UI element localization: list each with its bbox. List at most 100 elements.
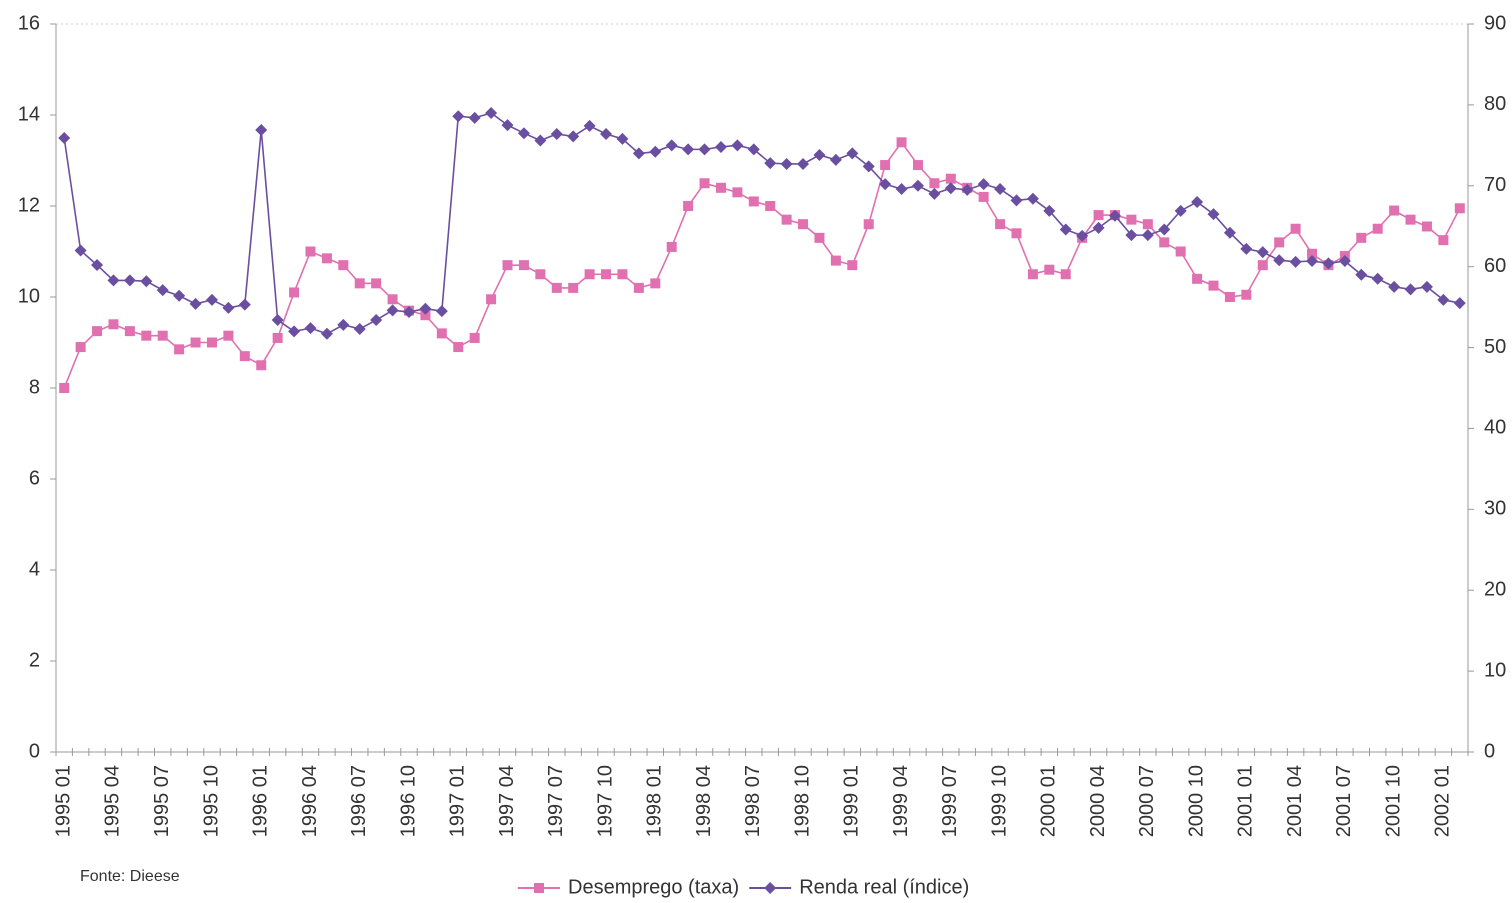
data-point: [1192, 273, 1203, 284]
data-point: [535, 269, 546, 280]
y2-tick-label: 50: [1484, 336, 1506, 358]
data-point: [289, 287, 300, 298]
y2-tick-label: 60: [1484, 255, 1506, 277]
y2-tick-label: 70: [1484, 174, 1506, 196]
data-point: [1191, 195, 1204, 208]
data-point: [1092, 221, 1105, 234]
data-point: [731, 139, 744, 152]
data-point: [682, 143, 695, 156]
data-point: [1404, 283, 1417, 296]
data-point: [108, 319, 119, 330]
legend-swatch-marker: [534, 883, 544, 893]
data-point: [354, 278, 365, 289]
x-tick-label: 1998 04: [693, 765, 715, 837]
x-tick-label: 2001 07: [1333, 765, 1355, 837]
data-point: [1158, 223, 1171, 236]
data-point: [911, 179, 924, 192]
y-tick-label: 2: [29, 649, 40, 671]
x-tick-label: 1995 07: [151, 765, 173, 837]
data-point: [1290, 223, 1301, 234]
data-point: [1011, 228, 1022, 239]
data-point: [1420, 280, 1433, 293]
data-point: [862, 160, 875, 173]
data-point: [1207, 208, 1220, 221]
data-point: [699, 178, 710, 189]
data-point: [435, 305, 448, 318]
data-point: [256, 360, 267, 371]
data-point: [74, 244, 87, 257]
data-point: [205, 293, 218, 306]
data-point: [304, 322, 317, 335]
data-point: [1223, 226, 1236, 239]
data-point: [1257, 260, 1268, 271]
x-tick-label: 1995 10: [200, 765, 222, 837]
data-point: [978, 191, 989, 202]
data-point: [271, 314, 284, 327]
y2-tick-label: 30: [1484, 498, 1506, 520]
y-tick-label: 16: [18, 12, 40, 34]
data-point: [1274, 237, 1285, 248]
data-point: [1060, 269, 1071, 280]
data-point: [568, 282, 579, 293]
data-point: [1026, 192, 1039, 205]
data-point: [486, 294, 497, 305]
data-point: [141, 330, 152, 341]
legend-swatch-marker: [764, 882, 777, 894]
x-tick-label: 2000 04: [1087, 765, 1109, 837]
data-point: [123, 274, 136, 287]
data-point: [616, 132, 629, 145]
data-point: [1043, 204, 1056, 217]
data-point: [584, 269, 595, 280]
y2-tick-label: 80: [1484, 93, 1506, 115]
data-point: [468, 111, 481, 124]
data-point: [190, 337, 201, 348]
data-point: [485, 106, 498, 119]
data-point: [666, 241, 677, 252]
data-point: [912, 160, 923, 171]
data-point: [353, 322, 366, 335]
x-tick-label: 1997 04: [496, 765, 518, 837]
x-tick-label: 1996 07: [348, 765, 370, 837]
data-point: [1307, 248, 1318, 259]
x-tick-label: 2002 01: [1432, 765, 1454, 837]
data-point: [59, 383, 70, 393]
data-point: [469, 332, 480, 343]
data-point: [928, 187, 941, 200]
data-point: [502, 260, 513, 271]
data-point: [633, 282, 644, 293]
data-point: [715, 182, 726, 193]
data-point: [1076, 229, 1089, 242]
data-point: [781, 214, 792, 225]
x-tick-label: 1997 10: [594, 765, 616, 837]
y-tick-label: 14: [18, 103, 40, 125]
data-point: [58, 132, 71, 145]
source-note: Fonte: Dieese: [80, 868, 180, 885]
y-tick-label: 6: [29, 467, 40, 489]
data-point: [1141, 229, 1154, 242]
x-tick-label: 1996 01: [250, 765, 272, 837]
data-point: [617, 269, 628, 280]
data-point: [420, 310, 431, 321]
data-point: [255, 123, 268, 136]
data-point: [1453, 297, 1466, 310]
data-point: [863, 219, 874, 230]
data-point: [91, 259, 104, 272]
data-point: [1027, 269, 1038, 280]
data-point: [92, 326, 103, 337]
legend-label: Renda real (índice): [799, 876, 969, 898]
data-point: [945, 173, 956, 184]
data-point: [1289, 255, 1302, 268]
data-point: [798, 219, 809, 230]
x-tick-label: 2000 01: [1038, 765, 1060, 837]
data-point: [453, 342, 464, 353]
data-point: [436, 328, 447, 339]
x-tick-label: 2001 10: [1382, 765, 1404, 837]
data-point: [1109, 209, 1121, 222]
data-point: [1454, 203, 1465, 214]
data-point: [650, 278, 661, 289]
data-point: [288, 325, 301, 338]
data-point: [994, 183, 1007, 196]
data-point: [1059, 223, 1072, 236]
data-point: [1240, 242, 1253, 255]
data-point: [238, 298, 251, 311]
